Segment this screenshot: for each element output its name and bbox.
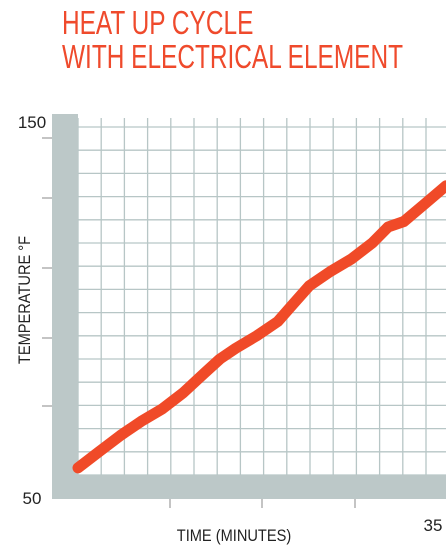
chart-title: HEAT UP CYCLE WITH ELECTRICAL ELEMENT xyxy=(62,6,403,74)
chart-title-line-1: HEAT UP CYCLE xyxy=(62,4,254,41)
tick-labels: 50 150 35 xyxy=(18,113,443,535)
x-axis-label: TIME (MINUTES) xyxy=(177,527,291,545)
y-tick-label: 50 xyxy=(23,489,42,508)
series-layer xyxy=(72,180,446,474)
x-axis-band xyxy=(52,475,446,499)
x-tick-label: 35 xyxy=(424,516,443,535)
chart-title-line-2: WITH ELECTRICAL ELEMENT xyxy=(62,38,404,75)
y-axis-label: TEMPERATURE °F xyxy=(16,236,34,364)
y-tick-label: 150 xyxy=(18,113,46,132)
series-line-0 xyxy=(72,180,446,474)
y-axis-band xyxy=(52,114,78,499)
axes xyxy=(42,114,446,508)
